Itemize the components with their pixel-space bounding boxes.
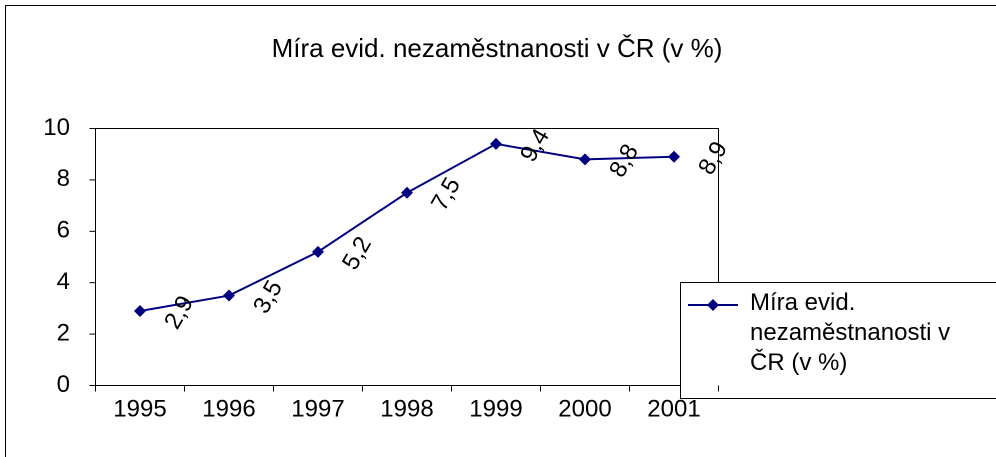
y-tick-label: 6 [57,217,70,244]
x-tick-label: 1999 [469,395,522,422]
y-tick-label: 2 [57,319,70,346]
data-point [401,186,413,199]
legend-box [680,282,996,399]
chart-title: Míra evid. nezaměstnanosti v ČR (v %) [272,33,723,63]
x-tick-label: 1995 [113,395,166,422]
x-tick-label: 1997 [291,395,344,422]
y-tick-label: 0 [57,371,70,398]
y-tick-label: 4 [57,268,70,295]
data-point [223,289,235,302]
data-point [579,153,591,166]
x-tick-label: 2000 [558,395,611,422]
y-tick-label: 8 [57,165,70,192]
x-tick-label: 2001 [647,395,700,422]
data-point [312,245,324,258]
data-point [134,304,146,317]
legend-label: Míra evid. nezaměstnanosti v ČR (v %) [750,289,951,376]
data-point [668,150,680,163]
plot-area [95,128,719,386]
y-tick-label: 10 [43,114,70,141]
x-tick-label: 1998 [380,395,433,422]
data-point [490,137,502,150]
x-tick-label: 1996 [202,395,255,422]
legend-marker [707,299,719,311]
